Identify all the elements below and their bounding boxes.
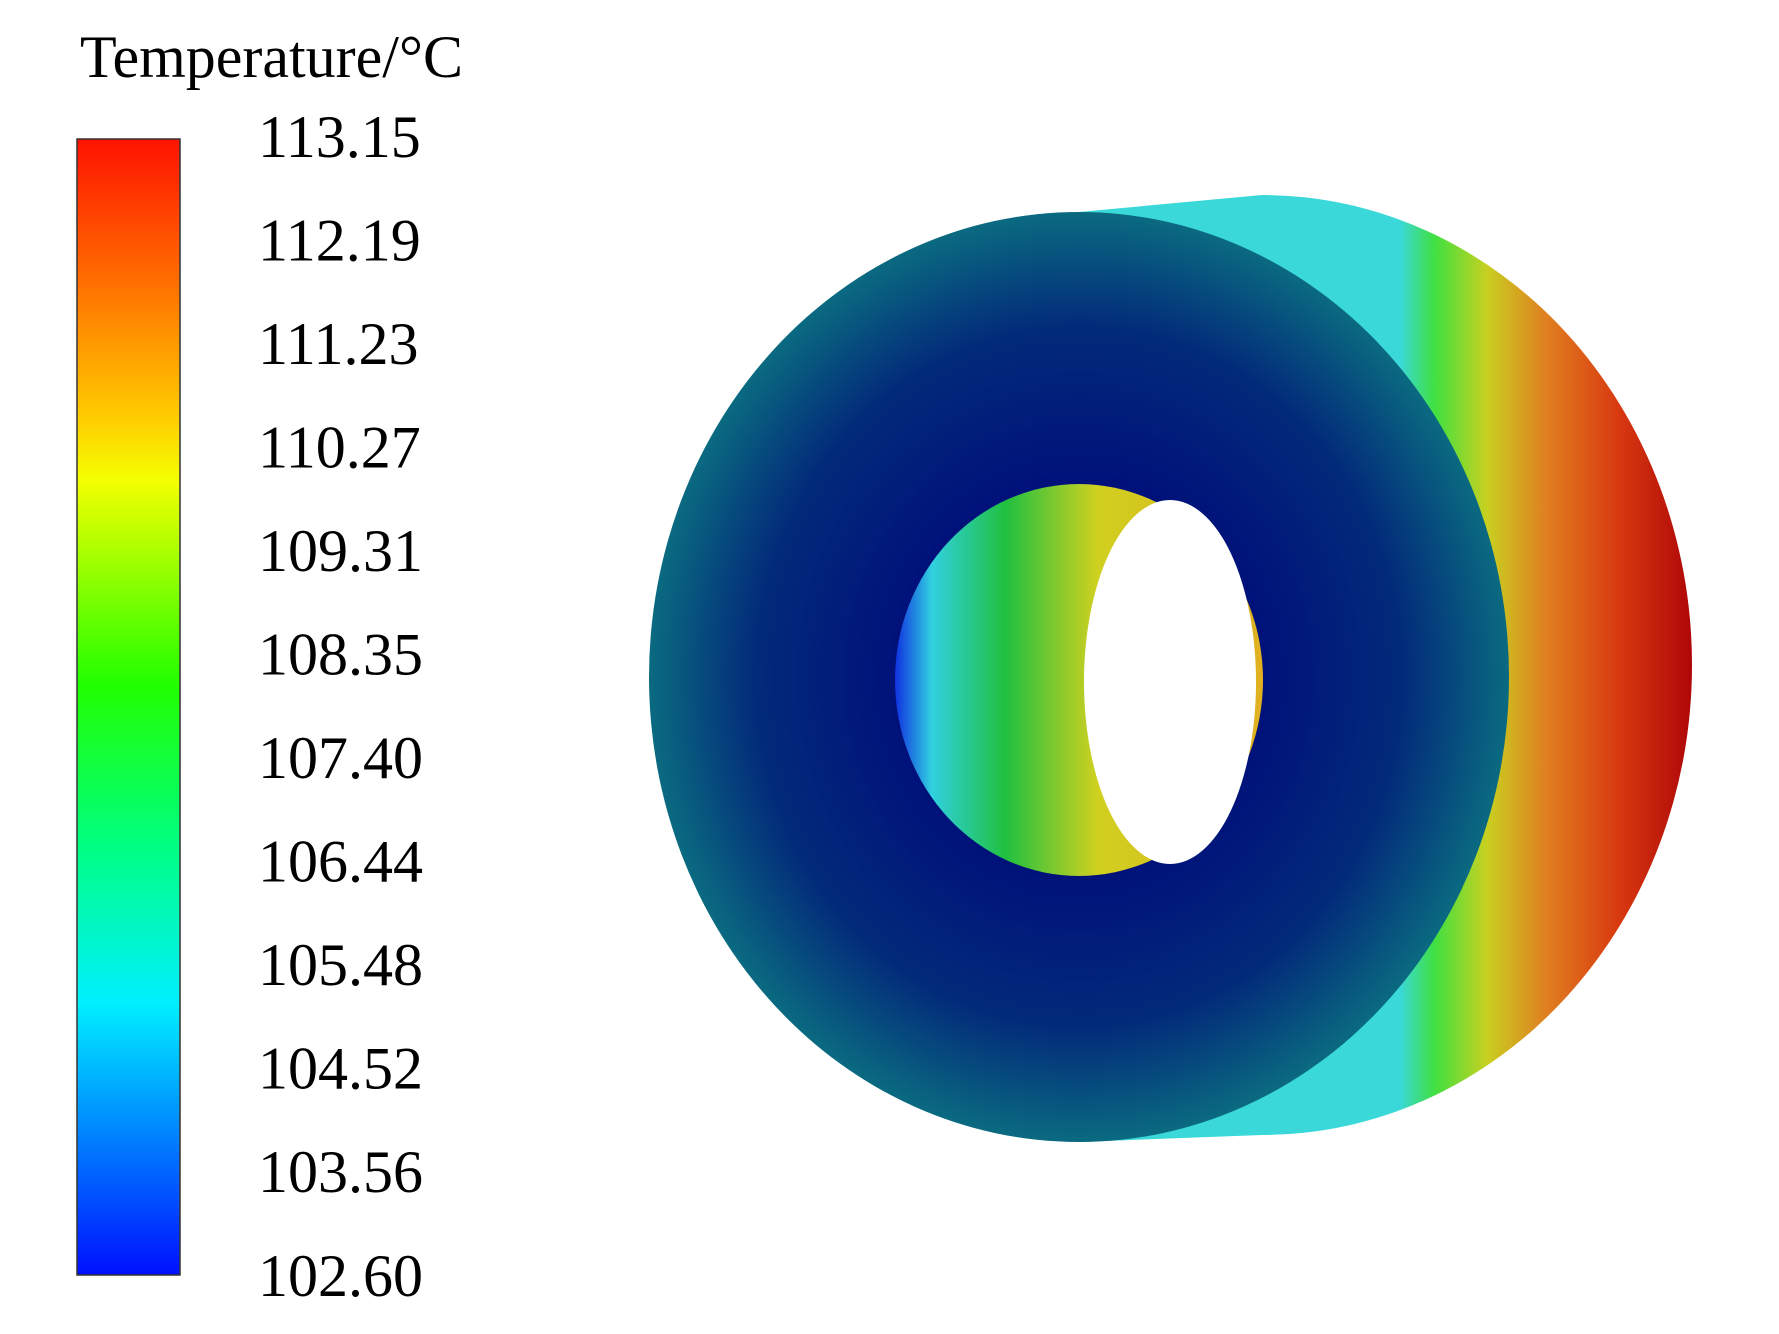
legend-label: 102.60 bbox=[258, 1243, 423, 1309]
legend-label: 103.56 bbox=[258, 1139, 423, 1205]
ring-model bbox=[649, 195, 1692, 1142]
colorbar bbox=[76, 138, 181, 1276]
legend-label: 108.35 bbox=[258, 621, 423, 687]
legend-label: 105.48 bbox=[258, 932, 423, 998]
legend-label: 111.23 bbox=[258, 311, 419, 377]
through-hole bbox=[1084, 500, 1256, 864]
legend-label: 106.44 bbox=[258, 829, 423, 895]
legend-label: 107.40 bbox=[258, 725, 423, 791]
legend-label: 110.27 bbox=[258, 414, 421, 480]
legend-labels: 113.15 112.19 111.23 110.27 109.31 108.35 107.… bbox=[258, 104, 423, 1309]
legend-label: 104.52 bbox=[258, 1036, 423, 1102]
legend-title: Temperature/°C bbox=[80, 24, 463, 90]
legend-label: 112.19 bbox=[258, 207, 421, 273]
legend-label: 113.15 bbox=[258, 104, 421, 170]
legend-label: 109.31 bbox=[258, 518, 423, 584]
